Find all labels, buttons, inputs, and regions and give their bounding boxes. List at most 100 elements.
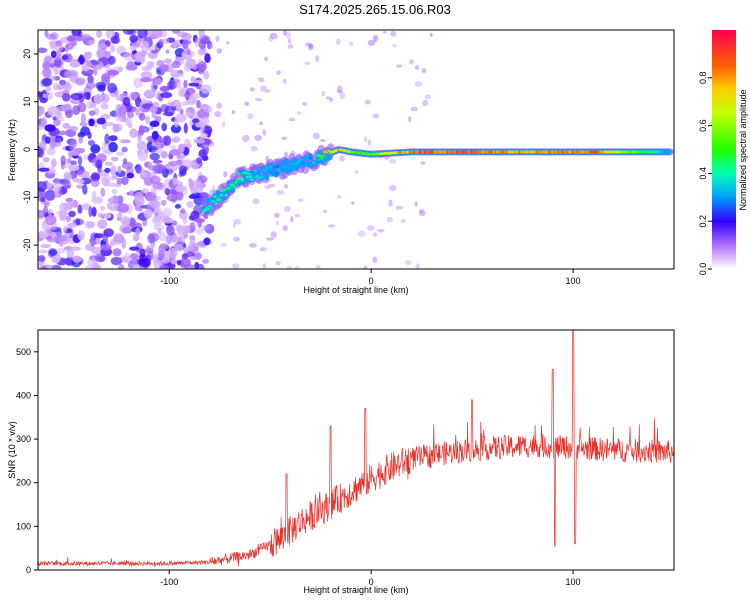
noise-blob: [149, 120, 160, 128]
noise-blob: [76, 184, 84, 189]
noise-blob: [420, 161, 426, 165]
ridge-core: [203, 209, 207, 212]
noise-blob: [424, 94, 431, 100]
noise-blob: [63, 174, 73, 180]
noise-blob: [140, 77, 153, 83]
noise-blob: [196, 228, 203, 235]
noise-blob: [100, 113, 111, 120]
noise-blob: [136, 140, 147, 151]
noise-blob: [269, 32, 278, 40]
noise-blob: [64, 70, 72, 79]
noise-blob: [68, 210, 76, 218]
noise-blob: [55, 116, 65, 122]
noise-blob: [135, 108, 140, 116]
noise-blob: [354, 170, 359, 174]
noise-blob: [182, 159, 194, 168]
chart-title: S174.2025.265.15.06.R03: [299, 2, 451, 17]
noise-blob: [204, 53, 211, 63]
noise-blob: [150, 30, 163, 39]
noise-blob: [203, 105, 213, 113]
noise-blob: [193, 218, 206, 223]
noise-blob: [66, 35, 76, 42]
noise-blob: [129, 91, 139, 101]
noise-blob: [129, 34, 138, 43]
noise-blob: [84, 39, 90, 45]
noise-blob: [68, 165, 74, 172]
noise-blob: [53, 57, 64, 68]
noise-blob: [77, 204, 83, 214]
noise-blob: [337, 194, 342, 199]
noise-blob: [414, 65, 420, 71]
noise-blob: [422, 99, 429, 107]
noise-blob: [414, 201, 418, 208]
ridge-core: [224, 193, 228, 197]
noise-blob: [267, 183, 276, 188]
noise-blob: [171, 30, 181, 34]
noise-blob: [45, 91, 53, 100]
noise-blob: [109, 241, 120, 246]
noise-blob: [42, 157, 50, 163]
noise-blob: [180, 208, 186, 214]
noise-blob: [72, 105, 81, 115]
x-tick-label: -100: [160, 577, 178, 587]
noise-blob: [90, 174, 96, 182]
snr-panel: -100 0 100 0 100 200 300 400 500 Height of stra…: [7, 329, 675, 595]
noise-blob: [118, 263, 125, 269]
ridge-core: [290, 164, 294, 168]
noise-blob: [172, 177, 178, 186]
noise-blob: [38, 124, 45, 130]
noise-blob: [112, 248, 122, 257]
noise-blob: [260, 77, 265, 83]
ridge-core: [260, 175, 264, 179]
noise-blob: [365, 99, 371, 105]
noise-blob: [186, 143, 192, 149]
noise-blob: [64, 246, 73, 251]
noise-blob: [201, 138, 212, 145]
noise-blob: [122, 30, 135, 35]
noise-blob: [151, 49, 159, 54]
noise-blob: [400, 219, 406, 224]
noise-blob: [42, 93, 47, 99]
noise-blob: [110, 256, 123, 266]
noise-blob: [155, 78, 162, 86]
noise-blob: [249, 243, 257, 248]
noise-blob: [124, 252, 130, 261]
noise-blob: [274, 212, 280, 218]
noise-blob: [174, 204, 181, 209]
ridge-outer: [230, 187, 236, 194]
noise-blob: [247, 113, 254, 120]
noise-blob: [123, 52, 135, 61]
noise-blob: [284, 206, 291, 212]
noise-blob: [85, 264, 98, 269]
noise-blob: [67, 222, 78, 228]
noise-blob: [165, 234, 173, 245]
noise-blob: [65, 231, 71, 238]
noise-blob: [312, 132, 320, 140]
ridge-core: [210, 206, 214, 210]
noise-blob: [90, 144, 101, 154]
noise-blob: [102, 50, 112, 59]
ridge-core: [237, 172, 241, 176]
noise-blob: [183, 122, 188, 134]
noise-blob: [44, 124, 56, 132]
noise-blob: [226, 41, 230, 45]
noise-blob: [282, 225, 288, 232]
colorbar-label: Normalized spectral amplitude: [738, 89, 748, 210]
noise-blob: [176, 103, 182, 112]
noise-blob: [336, 90, 343, 94]
ridge-core: [252, 176, 256, 180]
noise-blob: [64, 44, 69, 53]
y-tick-label: 100: [16, 521, 31, 531]
noise-blob: [367, 39, 376, 46]
noise-blob: [138, 257, 151, 268]
noise-blob: [88, 118, 95, 127]
noise-blob: [135, 163, 142, 174]
noise-blob: [129, 217, 136, 228]
noise-blob: [103, 228, 114, 238]
noise-blob: [154, 205, 162, 213]
noise-blob: [139, 40, 150, 49]
noise-blob: [96, 30, 103, 38]
noise-blob: [372, 113, 380, 119]
noise-blob: [169, 149, 182, 156]
noise-blob: [233, 236, 240, 242]
